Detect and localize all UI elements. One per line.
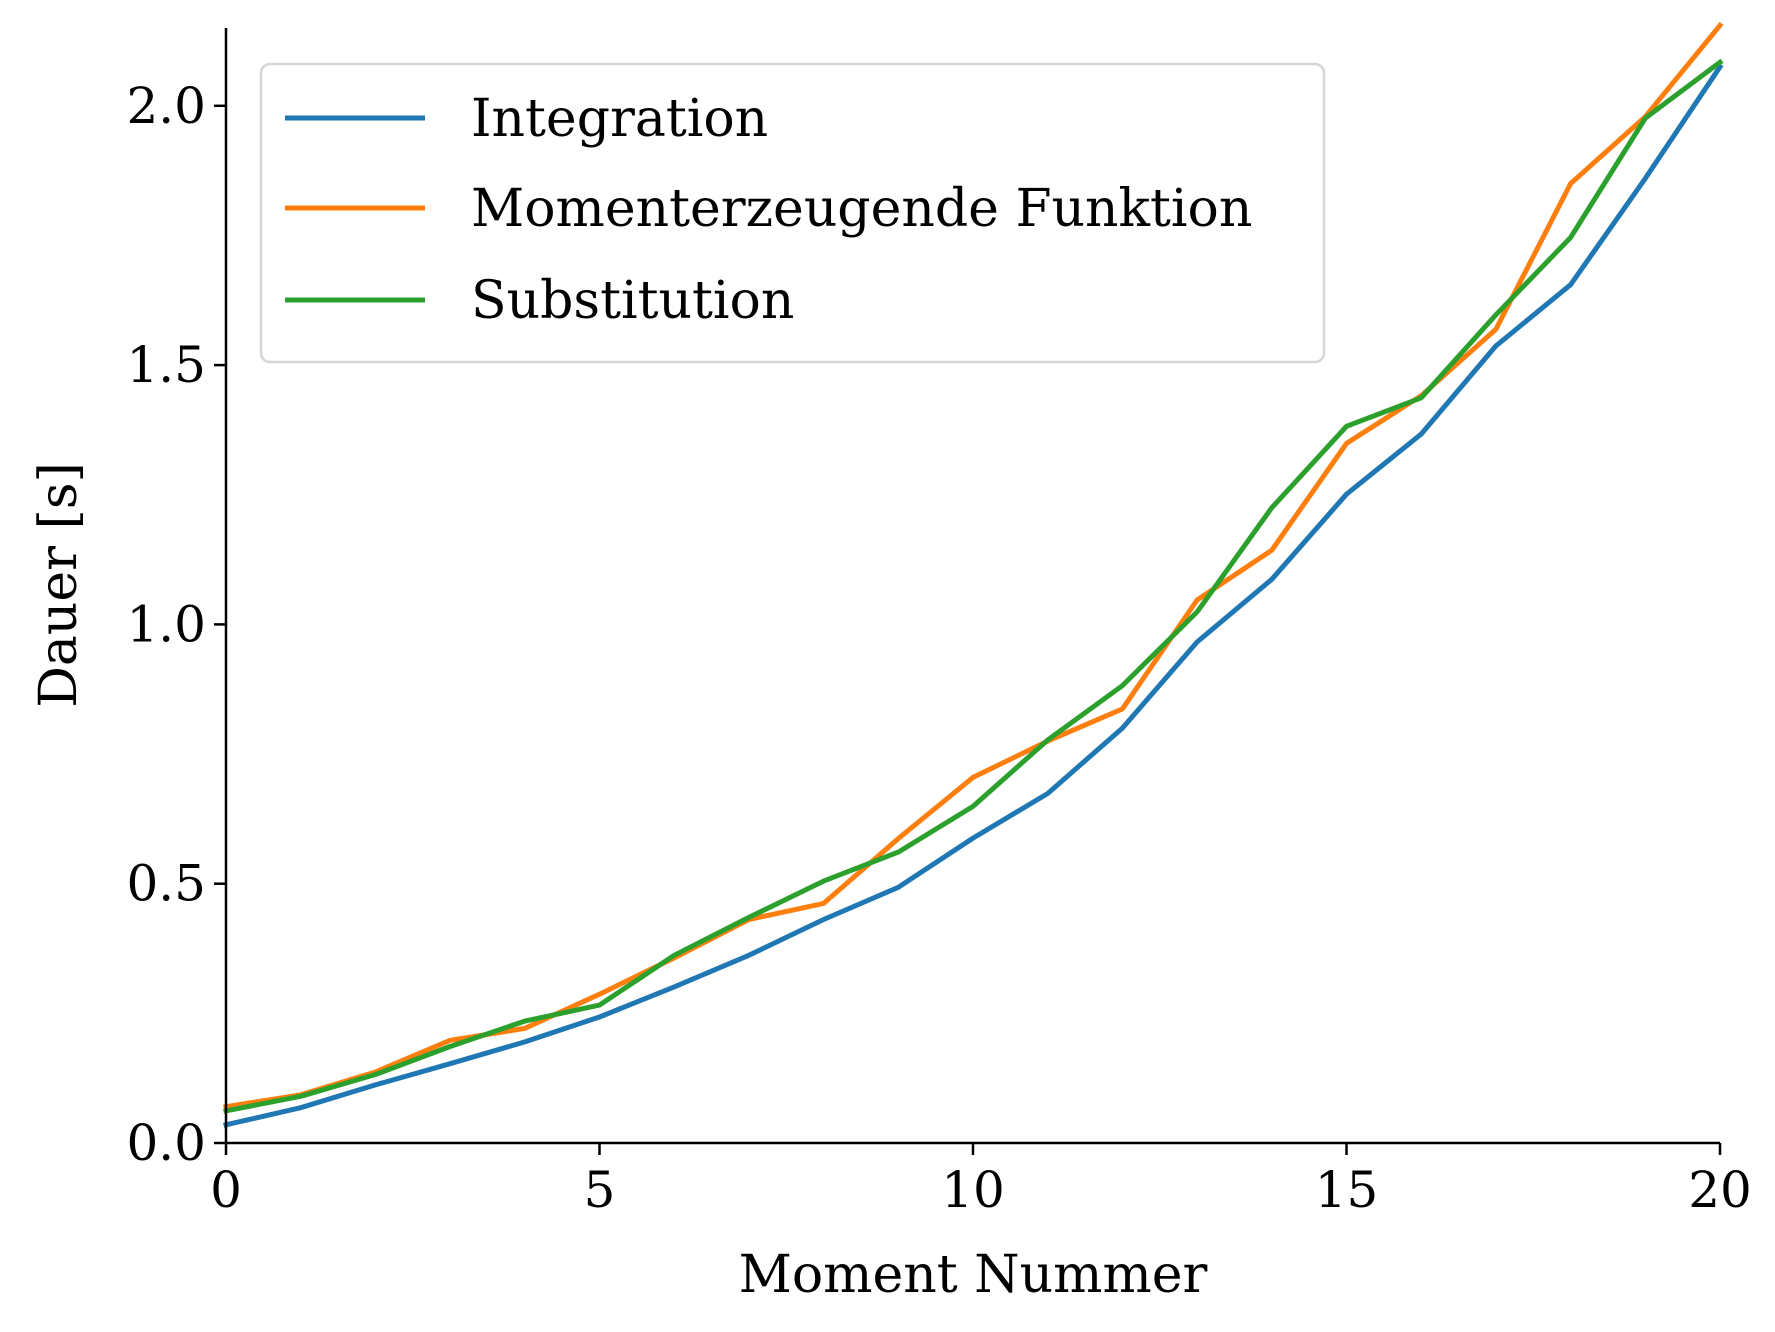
x-tick-label: 0 xyxy=(210,1161,242,1219)
y-axis-label: Dauer [s] xyxy=(29,462,89,708)
legend-label-2: Substitution xyxy=(471,271,794,331)
legend-frame xyxy=(259,62,1326,364)
y-ticks: 0.0 0.5 1.0 1.5 2.0 xyxy=(126,77,226,1172)
series-line-0 xyxy=(223,63,1724,1128)
y-tick-label: 1.0 xyxy=(126,595,206,653)
x-tick-label: 5 xyxy=(584,1161,616,1219)
x-tick-label: 15 xyxy=(1315,1161,1379,1219)
y-tick-label: 2.0 xyxy=(126,77,206,135)
x-axis-label: Moment Nummer xyxy=(739,1245,1208,1305)
plot-lines xyxy=(223,21,1724,1128)
x-ticks: 0 5 10 15 20 xyxy=(210,1143,1752,1219)
legend-label-1: Momenterzeugende Funktion xyxy=(471,179,1252,239)
legend-label-0: Integration xyxy=(471,89,768,149)
y-tick-label: 1.5 xyxy=(126,336,206,394)
x-tick-label: 20 xyxy=(1688,1161,1752,1219)
y-tick-label: 0.0 xyxy=(126,1114,206,1172)
y-tick-label: 0.5 xyxy=(126,855,206,913)
x-tick-label: 10 xyxy=(941,1161,1005,1219)
series-line-2 xyxy=(223,58,1724,1114)
legend: Integration Momenterzeugende Funktion Subs… xyxy=(259,62,1326,364)
